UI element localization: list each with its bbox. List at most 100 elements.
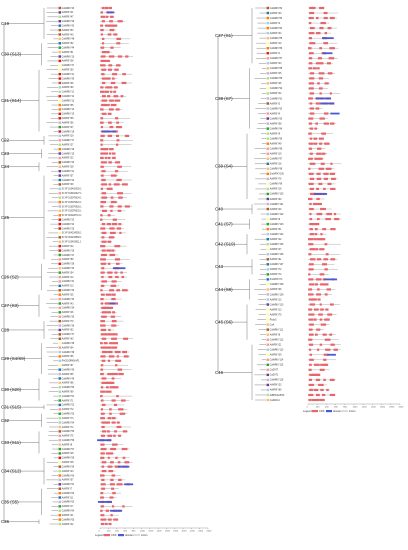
cds-block: [325, 308, 329, 311]
leaf-marker: [58, 236, 62, 239]
cds-block: [112, 77, 115, 80]
leaf-marker: [266, 112, 270, 115]
leaf-marker: [266, 388, 270, 392]
leaf-marker: [58, 513, 62, 517]
leaf-label: CaWRKY62: [62, 493, 75, 495]
leaf-label: CaWRKY90: [270, 88, 283, 90]
clade-label: C39 (S4): [215, 164, 233, 169]
cds-block: [329, 16, 335, 20]
cds-block: [116, 355, 119, 358]
cds-block: [308, 288, 313, 291]
leaf-marker: [58, 315, 62, 318]
cds-block: [100, 505, 104, 508]
domain-block: [101, 130, 117, 133]
leaf-label: AtWRKY57: [62, 174, 74, 177]
leaf-marker: [58, 491, 62, 495]
leaf-marker: [58, 280, 62, 283]
cds-block: [101, 112, 107, 115]
leaf-label: CaWRKY14: [62, 109, 75, 111]
cds-block: [123, 337, 129, 340]
leaf-label: AtWRKY40: [270, 208, 282, 211]
leaf-label: AtWRKY42: [62, 523, 74, 526]
leaf-marker: [58, 284, 62, 288]
cds-block: [316, 177, 322, 180]
cds-block: [101, 42, 105, 45]
leaf-marker: [58, 337, 62, 340]
cds-block: [324, 283, 329, 286]
cds-block: [101, 253, 107, 257]
cds-block: [110, 86, 113, 89]
leaf-label: CaWRKY15: [62, 114, 75, 116]
cds-block: [319, 273, 325, 276]
leaf-label: CaWRKY29: [62, 21, 75, 23]
cds-block: [116, 125, 122, 129]
leaf-marker: [58, 200, 62, 204]
cds-block: [109, 125, 114, 129]
leaf-label: CaWRKY19: [62, 153, 75, 155]
leaf-label: AtWRKY61: [270, 258, 282, 261]
leaf-marker: [266, 6, 270, 10]
cds-block: [101, 223, 106, 226]
cds-block: [111, 474, 116, 477]
leaf-marker: [58, 505, 62, 508]
cds-block: [107, 372, 113, 376]
leaf-marker: [58, 306, 62, 310]
leaf-marker: [266, 358, 270, 361]
leaf-marker: [58, 139, 62, 142]
cds-block: [308, 378, 313, 381]
cds-block: [314, 388, 319, 392]
leaf-marker: [58, 24, 62, 27]
leaf-marker: [266, 293, 270, 296]
cds-block: [101, 37, 105, 40]
cds-block: [119, 412, 126, 415]
clade-label: C21 (S14): [1, 98, 22, 103]
axis-tick-label: 800: [132, 531, 136, 533]
cds-block: [116, 37, 122, 40]
cds-block: [100, 443, 105, 446]
cds-block: [101, 77, 107, 80]
leaf-label: AtWRKY60: [270, 198, 282, 201]
cds-block: [100, 134, 105, 137]
leaf-marker: [58, 434, 62, 437]
cds-block: [316, 348, 320, 351]
domain-block: [322, 37, 334, 40]
cds-block: [323, 378, 326, 381]
leaf-label: AtWRKY56: [62, 121, 74, 124]
cds-block: [318, 87, 323, 90]
leaf-marker: [58, 121, 62, 124]
cds-block: [101, 240, 107, 243]
clade-label: C29 (S4/S9): [1, 356, 26, 361]
cds-block: [324, 32, 328, 35]
leaf-label: Sl XP 015079626.1: [62, 206, 82, 208]
leaf-label: AtWRKY21: [270, 344, 282, 347]
domain-block: [322, 52, 333, 55]
leaf-marker: [58, 377, 62, 380]
leaf-marker: [266, 36, 270, 40]
cds-block: [116, 289, 121, 292]
leaf-label: AtWRKY13: [62, 285, 74, 288]
leaf-label: AtWRKY64: [62, 346, 74, 349]
cds-block: [308, 368, 312, 371]
cds-block: [112, 492, 116, 495]
cds-block: [308, 97, 313, 100]
axis-tick-label: 400: [325, 407, 329, 409]
cds-block: [100, 165, 104, 168]
leaf-marker: [58, 249, 62, 252]
leaf-label: AtWRKY37: [62, 126, 74, 129]
leaf-marker: [266, 62, 270, 65]
leaf-marker: [266, 202, 270, 206]
cds-block: [322, 333, 327, 336]
cds-block: [318, 313, 323, 316]
cds-block: [114, 170, 119, 173]
axis-tick-label: 1400: [371, 407, 377, 409]
cds-block: [100, 417, 105, 420]
cds-block: [323, 353, 329, 356]
cds-block: [108, 121, 112, 124]
cds-block: [109, 152, 112, 155]
cds-block: [326, 288, 332, 291]
cds-block: [308, 147, 313, 150]
leaf-marker: [58, 456, 62, 460]
leaf-marker: [266, 348, 270, 351]
cds-block: [109, 333, 115, 336]
leaf-marker: [266, 288, 270, 291]
